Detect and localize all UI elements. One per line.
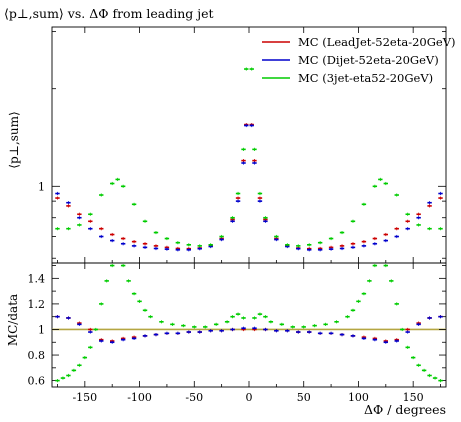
x-tick-label: 0 xyxy=(246,391,253,404)
y-tick-label-ratio: 1.4 xyxy=(28,272,46,285)
y-tick-label-ratio: 1.2 xyxy=(28,298,46,311)
legend-label-3jet: MC (3jet-eta52-20GeV) xyxy=(298,71,433,85)
legend-label-dijet: MC (Dijet-52eta-20GeV) xyxy=(298,53,439,67)
x-axis-label: ΔΦ / degrees xyxy=(364,402,446,417)
x-tick-label: -100 xyxy=(127,391,152,404)
axis-ticks: -150 -100 -50 0 50 100 150 1 0.6 0.8 1 1.2 1.4 xyxy=(28,27,446,404)
x-tick-label: 50 xyxy=(297,391,311,404)
main-plot-title: ⟨p⊥,sum⟩ vs. ΔΦ from leading jet xyxy=(4,6,214,21)
ratio-plot-frame xyxy=(51,262,447,388)
legend: MC (LeadJet-52eta-20GeV) MC (Dijet-52eta… xyxy=(262,35,456,85)
data-markers xyxy=(55,67,443,383)
x-tick-label: -50 xyxy=(185,391,203,404)
y-tick-label-main: 1 xyxy=(38,180,45,193)
ratio-y-axis-label: MC/data xyxy=(6,294,20,346)
x-tick-label: 150 xyxy=(403,391,424,404)
y-tick-label-ratio: 0.6 xyxy=(28,375,46,388)
x-tick-label: -150 xyxy=(72,391,97,404)
y-tick-label-ratio: 1 xyxy=(38,323,45,336)
y-tick-label-ratio: 0.8 xyxy=(28,349,46,362)
main-y-axis-label: ⟨p⊥,sum⟩ xyxy=(7,111,21,168)
x-tick-label: 100 xyxy=(348,391,369,404)
legend-label-leadjet: MC (LeadJet-52eta-20GeV) xyxy=(298,35,456,49)
